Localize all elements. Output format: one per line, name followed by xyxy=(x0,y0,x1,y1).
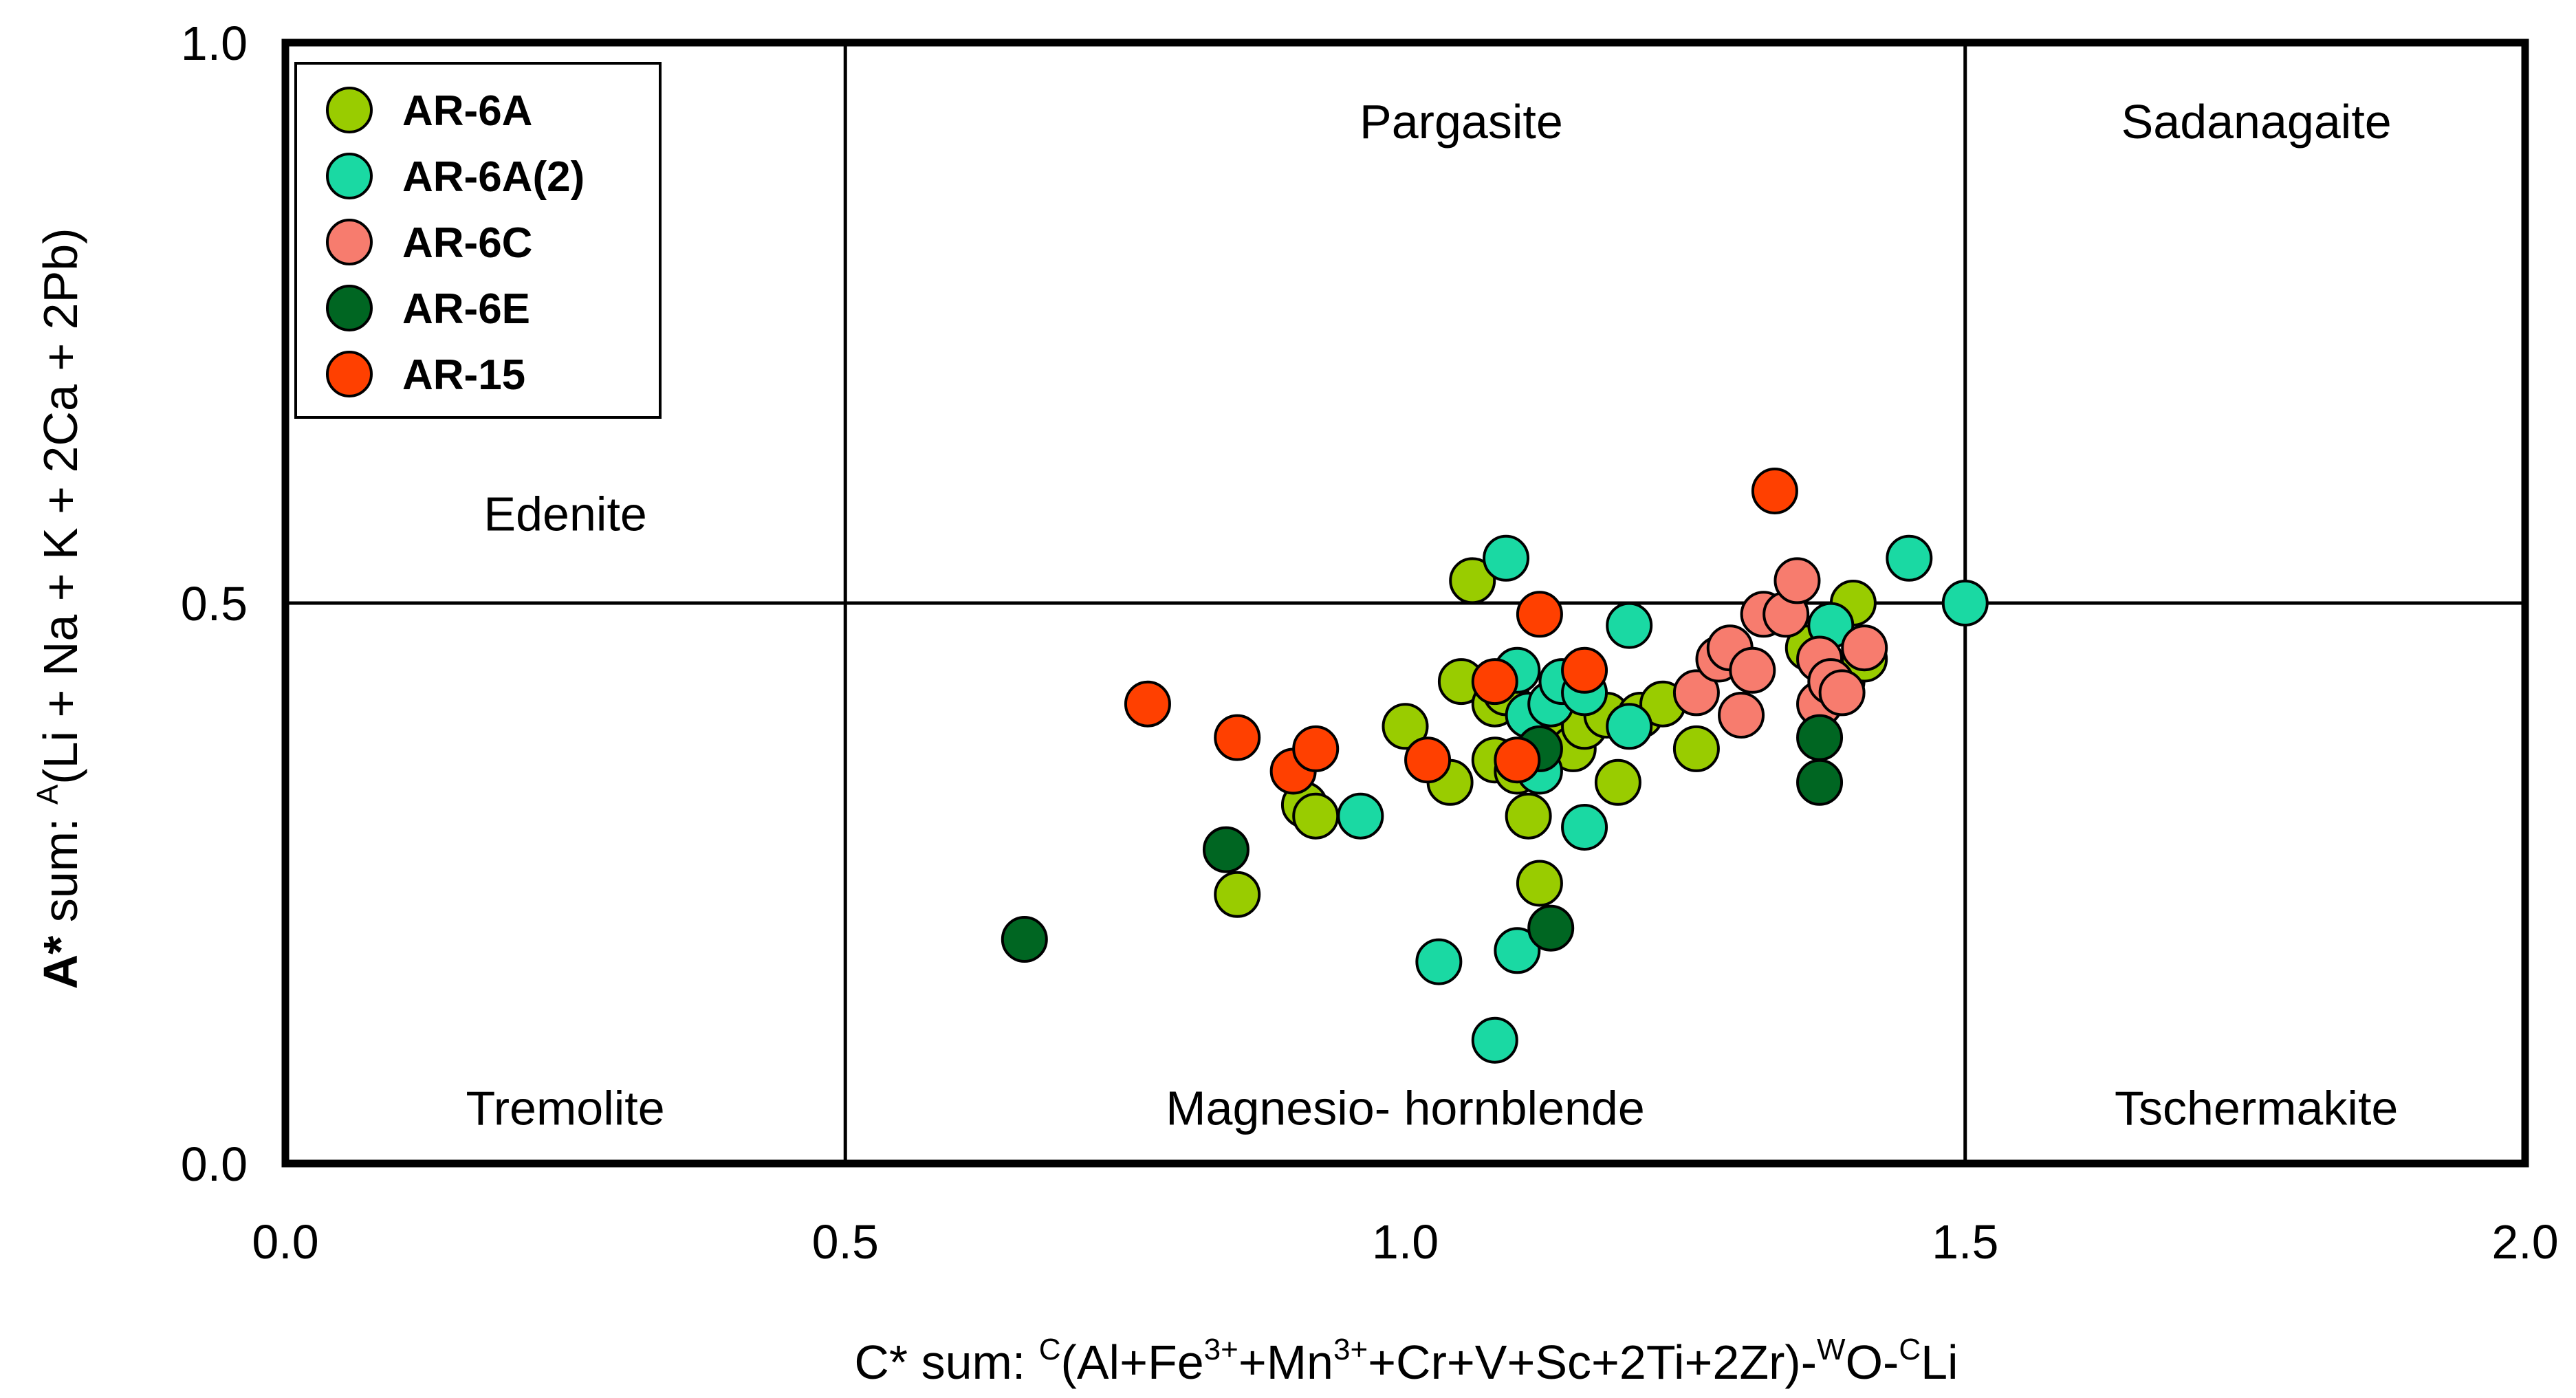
x-axis-label: C* sum: C(Al+Fe3++Mn3++Cr+V+Sc+2Ti+2Zr)-… xyxy=(854,1333,1958,1389)
legend-marker-ar-6c xyxy=(326,219,373,265)
x-tick-label: 0.5 xyxy=(812,1215,879,1269)
data-point-ar-6c xyxy=(1672,669,1720,717)
y-tick-label: 0.5 xyxy=(181,577,248,631)
x-tick-label: 0.0 xyxy=(252,1215,318,1269)
region-label: Tremolite xyxy=(466,1082,665,1135)
plot-frame xyxy=(281,39,2529,1168)
legend-marker-ar-15 xyxy=(326,351,373,397)
data-point-ar-15 xyxy=(1494,736,1541,784)
x-tick-label: 1.5 xyxy=(1932,1215,1998,1269)
legend-label-ar-6e: AR-6E xyxy=(402,285,530,333)
legend-label-ar-6c: AR-6C xyxy=(402,219,532,267)
legend-entry-ar-6e: AR-6E xyxy=(326,285,530,333)
legend-marker-ar-6e xyxy=(326,285,373,331)
data-point-ar-15 xyxy=(1404,736,1452,784)
y-tick-label: 0.0 xyxy=(181,1137,248,1191)
data-point-ar-15 xyxy=(1516,591,1563,638)
y-axis-label: A* sum: A(Li + Na + K + 2Ca + 2Pb) xyxy=(31,228,87,989)
data-point-ar-6a xyxy=(1516,860,1563,907)
legend: AR-6A AR-6A(2) AR-6C AR-6E AR-15 xyxy=(294,62,662,419)
region-label: Sadanagaite xyxy=(2121,95,2392,149)
data-point-ar-6a-2 xyxy=(1415,938,1463,985)
data-point-ar-6c xyxy=(1718,692,1765,739)
legend-entry-ar-6c: AR-6C xyxy=(326,219,532,267)
data-point-ar-6c xyxy=(1729,646,1776,694)
data-point-ar-6c xyxy=(1773,557,1821,604)
data-point-ar-6e xyxy=(1796,714,1844,761)
data-point-ar-6a xyxy=(1382,703,1429,750)
legend-entry-ar-6a-2: AR-6A(2) xyxy=(326,153,585,201)
y-tick-label: 1.0 xyxy=(181,17,248,70)
data-point-ar-6a xyxy=(1505,792,1552,840)
legend-label-ar-15: AR-15 xyxy=(402,351,525,399)
legend-label-ar-6a-2: AR-6A(2) xyxy=(402,153,585,201)
data-point-ar-6a xyxy=(1449,557,1496,604)
data-point-ar-6e xyxy=(1527,904,1575,952)
data-point-ar-15 xyxy=(1292,725,1340,772)
x-tick-label: 1.0 xyxy=(1372,1215,1439,1269)
region-label: Magnesio- hornblende xyxy=(1166,1082,1645,1135)
data-point-ar-6a-2 xyxy=(1941,580,1989,626)
region-label: Pargasite xyxy=(1360,95,1563,149)
data-point-ar-6c xyxy=(1818,669,1866,717)
data-point-ar-6a-2 xyxy=(1471,1016,1518,1064)
data-point-ar-15 xyxy=(1471,658,1518,706)
region-label: Tschermakite xyxy=(2115,1082,2398,1135)
data-point-ar-6a xyxy=(1672,725,1720,772)
data-point-ar-6a-2 xyxy=(1561,804,1608,851)
legend-marker-ar-6a xyxy=(326,87,373,133)
data-point-ar-6e xyxy=(1202,826,1249,873)
data-point-ar-6a-2 xyxy=(1494,927,1541,974)
data-point-ar-6a-2 xyxy=(1483,534,1530,582)
data-point-ar-6a-2 xyxy=(1606,602,1653,649)
legend-entry-ar-6a: AR-6A xyxy=(326,87,532,135)
x-tick-label: 2.0 xyxy=(2491,1215,2558,1269)
data-point-ar-6a xyxy=(1594,758,1641,806)
data-point-ar-15 xyxy=(1124,680,1171,728)
data-point-ar-6a-2 xyxy=(1886,534,1933,582)
data-point-ar-6a xyxy=(1292,792,1340,840)
data-point-ar-6a-2 xyxy=(1337,792,1384,840)
data-point-ar-15 xyxy=(1751,468,1798,514)
data-point-ar-6e xyxy=(1001,916,1048,963)
data-point-ar-15 xyxy=(1214,714,1261,761)
legend-label-ar-6a: AR-6A xyxy=(402,87,532,135)
data-point-ar-6e xyxy=(1796,758,1844,806)
data-point-ar-6a xyxy=(1214,871,1261,918)
legend-entry-ar-15: AR-15 xyxy=(326,351,525,399)
region-label: Edenite xyxy=(483,488,646,541)
data-point-ar-6c xyxy=(1841,624,1888,672)
legend-marker-ar-6a-2 xyxy=(326,153,373,199)
data-point-ar-6a-2 xyxy=(1606,703,1653,750)
data-point-ar-15 xyxy=(1561,646,1608,694)
